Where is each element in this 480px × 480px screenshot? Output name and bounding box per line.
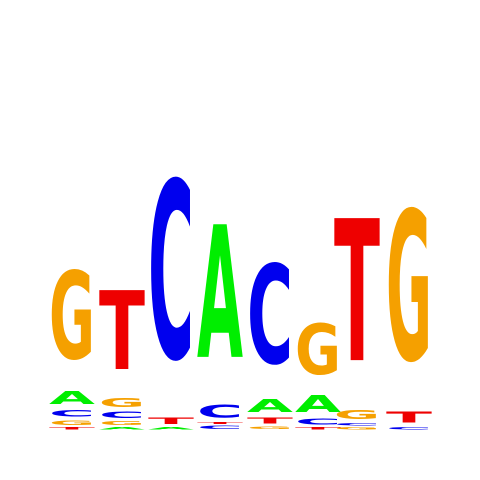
logo-letter-T-col5-2: T (247, 417, 293, 426)
logo-letter-T-col7-4: T (334, 181, 380, 407)
logo-letter-G-col7-1: G (334, 426, 380, 430)
logo-letter-G-col5-1: G (247, 426, 293, 430)
logo-letter-C-col8-1: C (386, 426, 432, 430)
logo-letter-A-col3-1: A (148, 426, 195, 430)
logo-letter-A-col2-1: A (99, 426, 146, 430)
logo-letter-T-col6-1: T (295, 426, 342, 430)
logo-letter-C-col4-1: C (197, 425, 243, 430)
logo-letter-G-col7-3: G (334, 407, 380, 422)
logo-letter-A-col1-4: A (49, 388, 95, 409)
logo-letter-C-col4-3: C (197, 401, 243, 422)
logo-letter-T-col1-1: T (49, 426, 96, 430)
logo-letter-G-col1-2: G (49, 419, 95, 426)
logo-letter-A-col4-4: A (197, 188, 243, 400)
logo-letter-C-col7-2: C (334, 422, 380, 426)
logo-letter-C-col2-3: C (99, 410, 145, 421)
logo-letter-A-col5-3: A (247, 396, 293, 417)
logo-letter-G-col6-4: G (295, 310, 341, 390)
logo-letter-T-col2-5: T (99, 271, 145, 396)
logo-letter-G-col8-3: G (386, 170, 432, 409)
logo-letter-C-col3-3: C (148, 131, 194, 415)
logo-letter-G-col2-2: G (99, 421, 145, 427)
logo-letter-T-col8-2: T (386, 409, 433, 427)
logo-letter-A-col6-3: A (295, 390, 341, 417)
logo-letter-C-col5-4: C (247, 237, 293, 395)
logo-letter-C-col1-3: C (49, 408, 95, 419)
logo-letter-C-col6-2: C (295, 417, 341, 426)
logo-letter-G-col2-4: G (99, 395, 145, 410)
logo-letter-T-col4-2: T (197, 422, 244, 425)
logo-letter-T-col3-2: T (148, 416, 194, 426)
logo-letter-G-col1-5: G (49, 248, 95, 388)
